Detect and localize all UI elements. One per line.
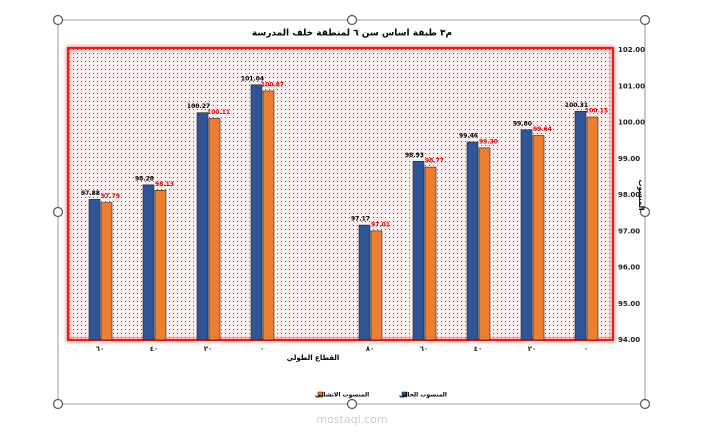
value-label: 101.04 xyxy=(241,75,264,82)
bar xyxy=(100,202,113,341)
bar xyxy=(478,147,491,341)
y-tick-label: 96.00 xyxy=(618,264,640,272)
value-label: 100.15 xyxy=(585,108,608,115)
bar xyxy=(574,110,587,341)
y-tick-label: 95.00 xyxy=(618,300,640,308)
x-tick-label: ٦٠ xyxy=(420,345,429,353)
x-tick-label: ٠ xyxy=(584,345,588,353)
value-label: 98.13 xyxy=(155,181,174,188)
bar xyxy=(208,118,221,341)
bar xyxy=(154,189,167,341)
y-tick-label: 97.00 xyxy=(618,227,640,235)
value-label: 100.31 xyxy=(565,102,588,109)
y-tick-label: 94.00 xyxy=(618,336,640,344)
value-label: 97.88 xyxy=(81,190,100,197)
bar xyxy=(370,230,383,341)
value-label: 97.79 xyxy=(101,193,120,200)
chart-title: م٣ طبقة اساس سن ٦ لمنطقة خلف المدرسة xyxy=(252,29,452,39)
x-tick-label: ٢٠ xyxy=(528,345,537,353)
y-axis-title: المنسوب xyxy=(637,179,645,210)
value-label: 99.30 xyxy=(479,138,498,145)
y-tick-label: 100.00 xyxy=(618,119,645,127)
x-tick-label: ٨٠ xyxy=(366,345,375,353)
x-tick-label: ٦٠ xyxy=(96,345,105,353)
x-tick-label: ٤٠ xyxy=(150,345,159,353)
x-tick-label: ٢٠ xyxy=(204,345,213,353)
bar xyxy=(532,135,545,341)
legend-label: المنسوب الحالي xyxy=(399,392,447,399)
bar xyxy=(586,116,599,341)
handles[interactable] xyxy=(52,14,651,410)
value-label: 100.27 xyxy=(187,103,210,110)
legend-label: المنسوب الانشائي xyxy=(315,392,369,399)
bar xyxy=(250,84,263,341)
legend-swatch xyxy=(317,391,324,398)
bar xyxy=(262,90,275,341)
value-label: 97.17 xyxy=(351,216,370,223)
value-label: 99.64 xyxy=(533,126,552,133)
value-label: 98.77 xyxy=(425,158,444,165)
value-label: 98.28 xyxy=(135,175,154,182)
value-label: 97.01 xyxy=(371,221,390,228)
x-axis-title: القطاع الطولي xyxy=(287,354,340,362)
bar xyxy=(412,160,425,341)
bar xyxy=(142,184,155,341)
bar xyxy=(196,112,209,341)
bar xyxy=(520,129,533,341)
bar xyxy=(358,224,371,341)
y-tick-label: 98.00 xyxy=(618,191,640,199)
value-label: 99.46 xyxy=(459,133,478,140)
y-tick-label: 99.00 xyxy=(618,155,640,163)
value-label: 98.93 xyxy=(405,152,424,159)
legend-swatch xyxy=(401,391,408,398)
watermark: mostaql.com xyxy=(316,413,387,426)
bar xyxy=(424,166,437,341)
value-label: 100.87 xyxy=(261,81,284,88)
bar xyxy=(466,141,479,341)
bar xyxy=(88,199,101,341)
y-tick-label: 101.00 xyxy=(618,82,645,90)
x-tick-label: ٠ xyxy=(260,345,264,353)
y-tick-label: 102.00 xyxy=(618,46,645,54)
x-tick-label: ٤٠ xyxy=(474,345,483,353)
value-label: 100.11 xyxy=(207,109,230,116)
value-label: 99.80 xyxy=(513,120,532,127)
